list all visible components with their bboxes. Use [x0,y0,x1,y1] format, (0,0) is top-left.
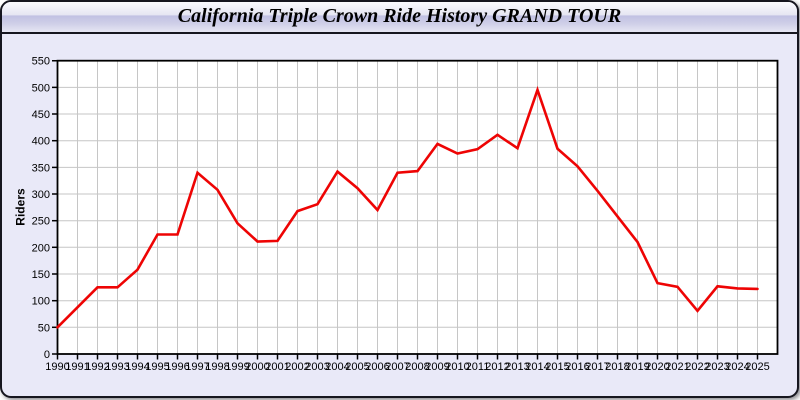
svg-text:1994: 1994 [125,361,149,373]
svg-text:2010: 2010 [445,361,469,373]
svg-text:500: 500 [32,82,50,94]
svg-text:1998: 1998 [205,361,229,373]
svg-text:100: 100 [32,296,50,308]
svg-text:2013: 2013 [505,361,529,373]
svg-text:Riders: Riders [14,188,28,226]
svg-text:150: 150 [32,269,50,281]
svg-text:450: 450 [32,109,50,121]
svg-text:0: 0 [44,349,50,361]
svg-text:1991: 1991 [65,361,89,373]
svg-text:350: 350 [32,162,50,174]
svg-text:2005: 2005 [345,361,369,373]
svg-text:2008: 2008 [405,361,429,373]
svg-text:2022: 2022 [685,361,709,373]
svg-text:2018: 2018 [605,361,629,373]
svg-text:2016: 2016 [565,361,589,373]
svg-text:1999: 1999 [225,361,249,373]
svg-text:2003: 2003 [305,361,329,373]
svg-text:2014: 2014 [525,361,549,373]
svg-text:2021: 2021 [665,361,689,373]
svg-text:300: 300 [32,189,50,201]
svg-text:200: 200 [32,242,50,254]
svg-text:2015: 2015 [545,361,569,373]
svg-text:2006: 2006 [365,361,389,373]
svg-text:2024: 2024 [725,361,749,373]
svg-text:2000: 2000 [245,361,269,373]
svg-text:1995: 1995 [145,361,169,373]
svg-text:2023: 2023 [705,361,729,373]
svg-text:400: 400 [32,136,50,148]
svg-text:2017: 2017 [585,361,609,373]
svg-text:2002: 2002 [285,361,309,373]
svg-text:2012: 2012 [485,361,509,373]
svg-text:2019: 2019 [625,361,649,373]
svg-text:2020: 2020 [645,361,669,373]
svg-text:2011: 2011 [466,361,490,373]
svg-text:550: 550 [32,56,50,68]
svg-text:50: 50 [38,322,50,334]
svg-text:2001: 2001 [265,361,289,373]
svg-text:250: 250 [32,216,50,228]
svg-text:1990: 1990 [45,361,69,373]
svg-text:1996: 1996 [165,361,189,373]
svg-text:2009: 2009 [425,361,449,373]
svg-text:2004: 2004 [325,361,349,373]
svg-text:2025: 2025 [745,361,769,373]
svg-text:1993: 1993 [105,361,129,373]
svg-text:2007: 2007 [385,361,409,373]
svg-text:1997: 1997 [185,361,209,373]
svg-text:1992: 1992 [85,361,109,373]
